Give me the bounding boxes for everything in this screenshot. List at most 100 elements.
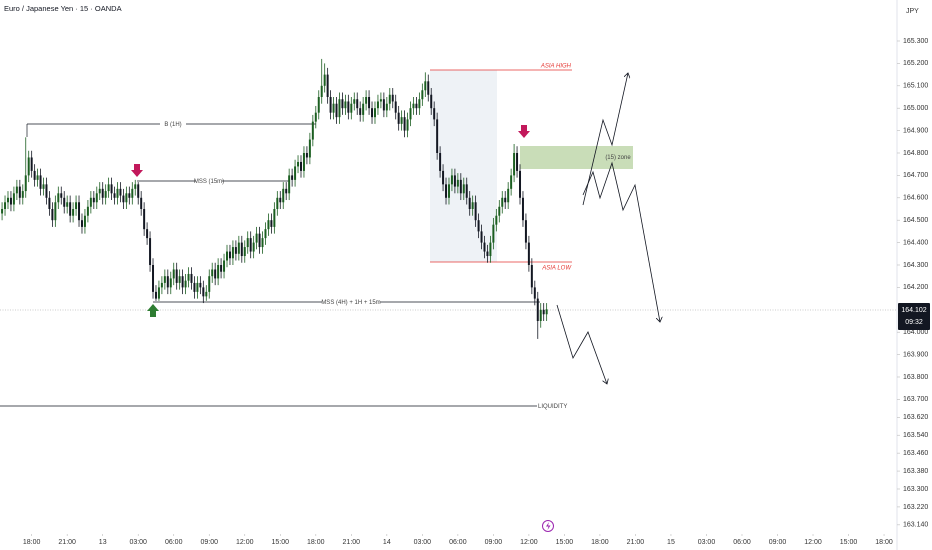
candle-body [471, 202, 474, 209]
candle-body [89, 197, 92, 207]
candle-body [202, 287, 205, 297]
candle-body [326, 74, 329, 97]
candle-body [193, 282, 196, 292]
candle-body [9, 197, 12, 205]
candle-body [388, 94, 391, 104]
candle-body [149, 238, 152, 265]
candle-body [54, 202, 57, 221]
candle-body [430, 94, 433, 109]
candle-body [519, 170, 522, 198]
candle-body [400, 117, 403, 124]
y-tick-label: 164.600 [903, 195, 928, 202]
candle-body [456, 179, 459, 187]
x-tick-label: 14 [383, 539, 391, 546]
y-tick-label: 163.220 [903, 504, 928, 511]
y-tick-label: 164.900 [903, 127, 928, 134]
candle-body [154, 291, 157, 299]
candle-body [533, 287, 536, 299]
projection-path [582, 73, 628, 206]
mss-label: MSS (4H) + 1H + 15m [321, 300, 380, 306]
y-tick-label: 163.620 [903, 414, 928, 421]
candle-body [385, 103, 388, 111]
candle-body [465, 184, 468, 198]
candle-body [140, 197, 143, 209]
candle-body [521, 197, 524, 221]
candle-body [36, 175, 39, 180]
candle-body [42, 184, 45, 189]
candle-body [27, 157, 30, 176]
candle-body [169, 278, 172, 288]
candle-body [57, 193, 60, 203]
demand-zone [520, 146, 633, 169]
candle-body [291, 175, 294, 180]
candle-body [347, 101, 350, 113]
candle-body [72, 208, 75, 216]
liquidity-label: LIQUIDITY [538, 404, 567, 410]
candle-body [341, 99, 344, 109]
candle-body [427, 81, 430, 95]
candle-body [190, 273, 193, 283]
x-tick-label: 03:00 [414, 539, 432, 546]
label-bg [322, 298, 380, 306]
candle-body [406, 119, 409, 131]
candle-body [143, 208, 146, 230]
x-tick-label: 12:00 [804, 539, 822, 546]
y-tick-label: 164.200 [903, 284, 928, 291]
candle-body [424, 81, 427, 91]
candle-body [288, 175, 291, 194]
candle-body [152, 264, 155, 292]
y-tick-label: 164.000 [903, 329, 928, 336]
candle-body [329, 96, 332, 113]
candle-body [498, 206, 501, 216]
candle-body [439, 152, 442, 171]
candle-body [436, 119, 439, 153]
candle-body [226, 251, 229, 261]
candle-body [323, 74, 326, 86]
x-tick-label: 06:00 [165, 539, 183, 546]
candle-body [539, 309, 542, 321]
candle-body [545, 309, 548, 315]
event-icon [546, 522, 551, 530]
candle-body [297, 161, 300, 167]
candle-body [24, 175, 27, 192]
candle-body [30, 157, 33, 171]
y-tick-label: 164.300 [903, 262, 928, 269]
annotation-overlay: B (1H) MSS (15m) MSS (4H) + 1H + 15m ASI… [131, 64, 660, 532]
candle-body [368, 96, 371, 109]
event-icon[interactable] [542, 520, 554, 532]
candle-body [483, 242, 486, 252]
candle-body [122, 195, 125, 203]
x-tick-label: 15 [667, 539, 675, 546]
candles [1, 58, 548, 339]
candle-body [48, 197, 51, 209]
x-tick-label: 09:00 [769, 539, 787, 546]
chart-title: Euro / Japanese Yen · 15 · OANDA [4, 4, 122, 13]
annotation-layer [0, 69, 897, 407]
candle-body [249, 238, 252, 252]
candle-body [214, 269, 217, 279]
candle-body [220, 264, 223, 272]
projection-path [582, 161, 660, 322]
candle-body [119, 188, 122, 196]
candle-body [163, 276, 166, 283]
candle-body [542, 309, 545, 315]
x-tick-label: 13 [99, 539, 107, 546]
countdown: 09:32 [905, 319, 923, 326]
y-tick-label: 163.300 [903, 486, 928, 493]
candle-body [382, 99, 385, 111]
axis-unit: JPY [906, 8, 919, 15]
candle-body [146, 229, 149, 239]
candle-body [175, 269, 178, 283]
arrow-up [147, 304, 159, 317]
candle-body [305, 152, 308, 158]
x-tick-label: 18:00 [875, 539, 893, 546]
candle-body [63, 197, 66, 207]
x-tick-label: 18:00 [23, 539, 41, 546]
candle-body [45, 184, 48, 198]
candle-body [492, 224, 495, 243]
candle-body [178, 276, 181, 283]
candle-body [302, 152, 305, 171]
y-tick-label: 163.380 [903, 468, 928, 475]
candle-body [101, 188, 104, 198]
